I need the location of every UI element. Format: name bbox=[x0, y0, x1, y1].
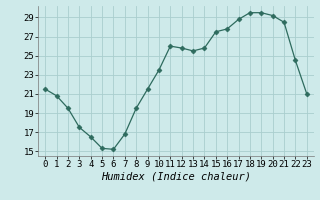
X-axis label: Humidex (Indice chaleur): Humidex (Indice chaleur) bbox=[101, 172, 251, 182]
